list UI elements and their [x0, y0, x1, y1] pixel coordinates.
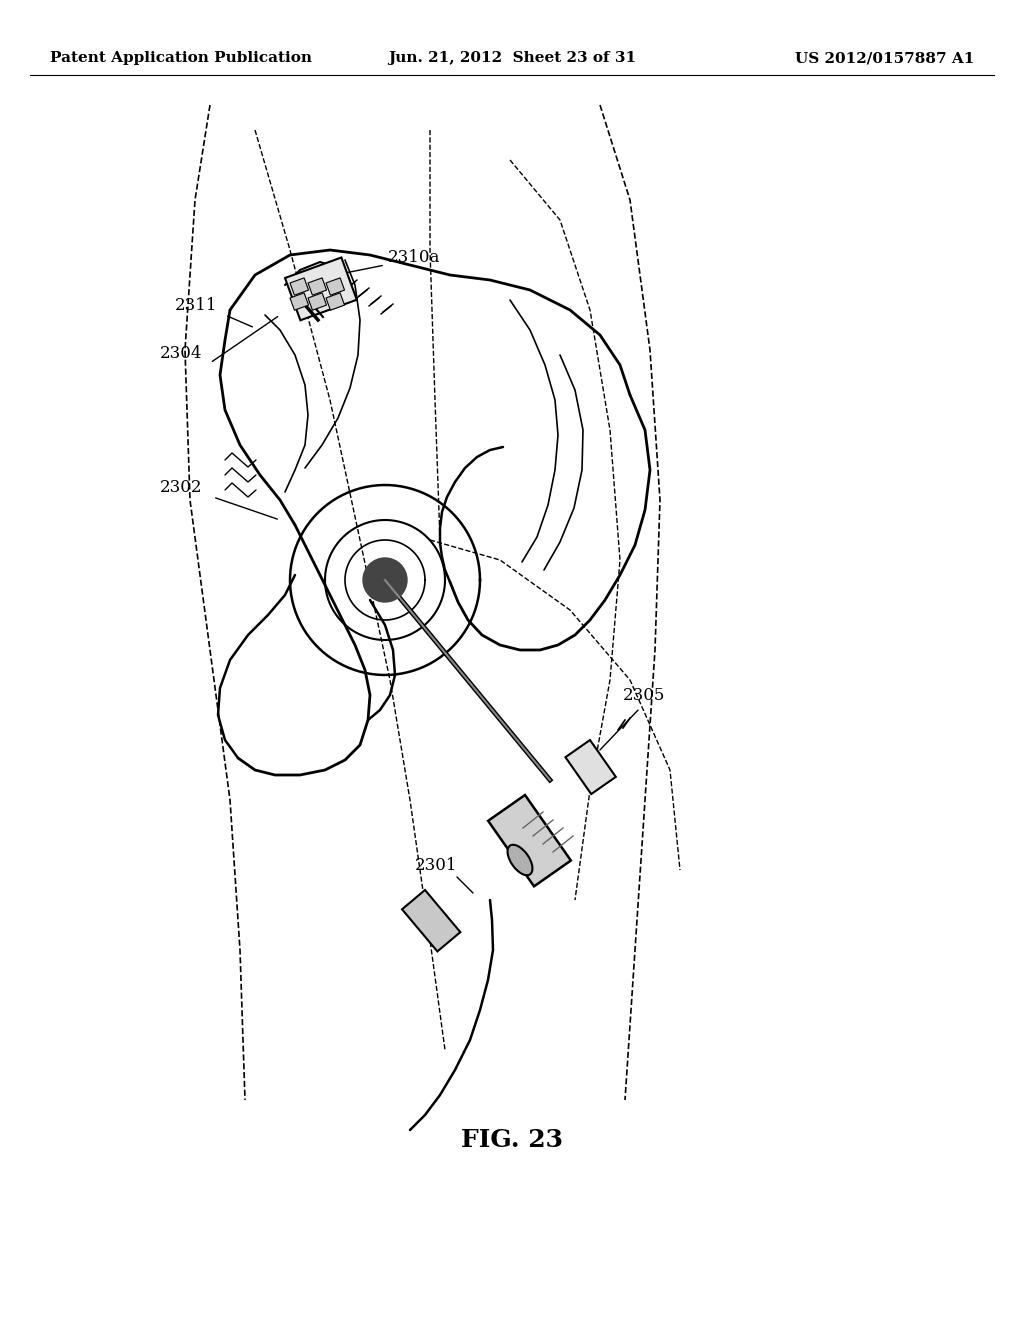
Bar [402, 890, 461, 952]
Text: 2301: 2301 [415, 857, 458, 874]
Bar [285, 257, 356, 321]
Text: 2304: 2304 [160, 345, 203, 362]
Circle shape [362, 558, 407, 602]
Bar [326, 293, 344, 310]
Bar [308, 293, 327, 310]
Text: FIG. 23: FIG. 23 [461, 1129, 563, 1152]
Text: 2305: 2305 [623, 686, 666, 704]
Text: Jun. 21, 2012  Sheet 23 of 31: Jun. 21, 2012 Sheet 23 of 31 [388, 51, 636, 65]
Ellipse shape [508, 845, 532, 875]
Text: Patent Application Publication: Patent Application Publication [50, 51, 312, 65]
Text: 2302: 2302 [160, 479, 203, 496]
Bar [290, 293, 308, 310]
Bar [488, 795, 571, 886]
Text: US 2012/0157887 A1: US 2012/0157887 A1 [795, 51, 974, 65]
Text: 2311: 2311 [175, 297, 217, 314]
Bar [308, 279, 327, 296]
Bar [565, 741, 615, 795]
Bar [290, 279, 308, 296]
Bar [326, 279, 344, 296]
Text: 2310a: 2310a [388, 249, 440, 267]
